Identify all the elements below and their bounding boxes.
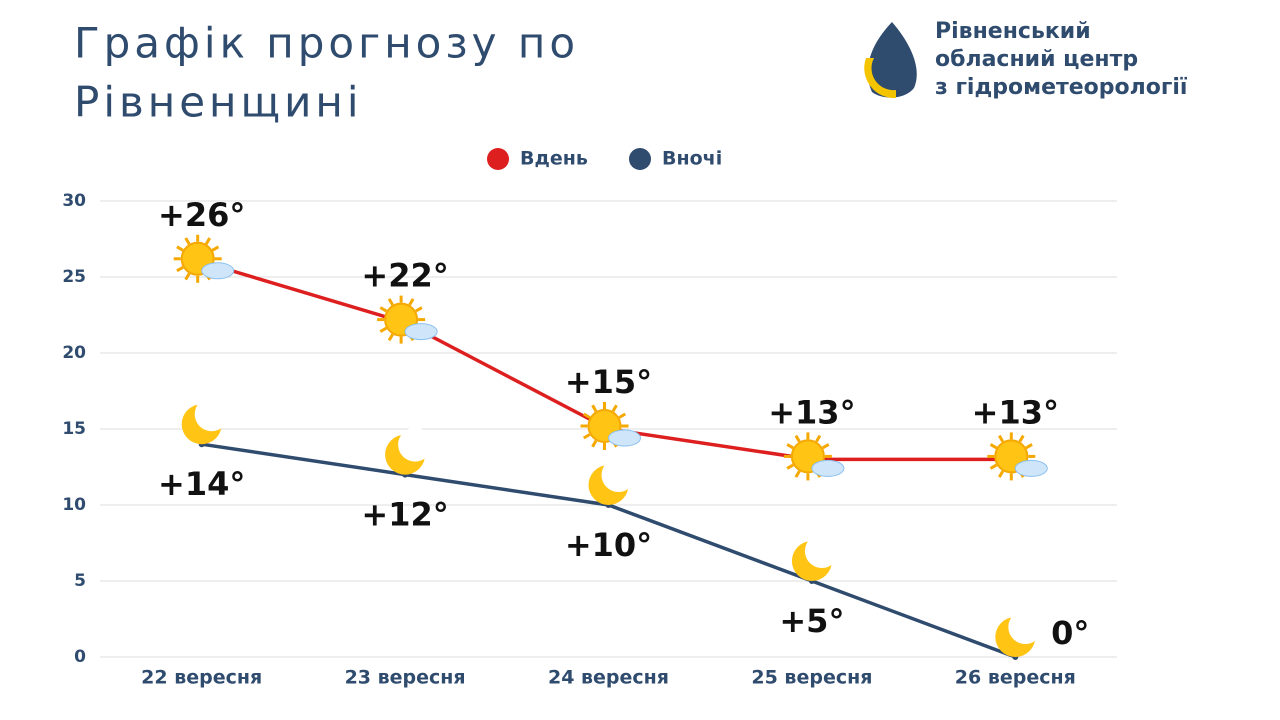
- moon-cut: [398, 427, 433, 462]
- sun-ray: [591, 439, 598, 448]
- sun-ray: [211, 245, 220, 252]
- value-label: +15°: [565, 363, 652, 401]
- weather-icon: [377, 295, 438, 344]
- value-label: +13°: [768, 393, 855, 431]
- sun-ray: [786, 463, 794, 470]
- sun-ray: [1018, 434, 1025, 443]
- value-label: +13°: [972, 393, 1059, 431]
- weather-icon: [987, 432, 1048, 481]
- x-tick-label: 25 вересня: [751, 667, 872, 689]
- logo-text: Рівненський: [935, 19, 1091, 44]
- moon-cut: [601, 458, 636, 492]
- y-tick-label: 10: [62, 495, 86, 515]
- value-label: +14°: [158, 465, 245, 503]
- y-tick-label: 0: [74, 647, 86, 667]
- sun-ray: [611, 404, 618, 413]
- weather-icon: [580, 402, 641, 450]
- x-tick-label: 22 вересня: [141, 667, 262, 689]
- y-tick-label: 20: [62, 343, 86, 363]
- sun-ray: [379, 306, 388, 313]
- sun-ray: [618, 412, 627, 419]
- sun-ray: [1025, 443, 1033, 450]
- chart-title: Рівненщині: [74, 78, 363, 127]
- legend-marker: [487, 148, 509, 170]
- value-label: 0°: [1051, 614, 1089, 652]
- value-label: +12°: [361, 496, 448, 534]
- sun-ray: [998, 434, 1005, 443]
- sun-ray: [794, 470, 801, 478]
- value-label: +10°: [565, 526, 652, 564]
- cloud: [404, 323, 438, 341]
- sun-ray: [176, 245, 184, 252]
- y-tick-label: 5: [74, 571, 86, 591]
- y-tick-label: 25: [62, 267, 86, 287]
- legend-marker: [629, 148, 651, 170]
- sun-ray: [821, 443, 830, 450]
- chart-title: Графік прогнозу по: [74, 19, 579, 68]
- sun-ray: [582, 412, 591, 419]
- value-label: +22°: [361, 257, 448, 295]
- legend-label: Вночі: [662, 148, 722, 170]
- x-tick-label: 26 вересня: [955, 667, 1076, 689]
- sun-ray: [387, 333, 394, 342]
- weather-icon: [173, 234, 235, 283]
- logo-text: обласний центр: [935, 47, 1138, 72]
- moon-cut: [804, 534, 839, 568]
- logo-text: з гідрометеорології: [935, 75, 1188, 100]
- weather-icon: [385, 427, 433, 475]
- sun-ray: [998, 470, 1005, 478]
- x-tick-label: 23 вересня: [345, 667, 466, 689]
- weather-icon: [791, 534, 839, 581]
- sun-ray: [204, 237, 211, 245]
- sun-ray: [786, 443, 794, 450]
- logo-icon: [864, 22, 917, 99]
- sun-ray: [184, 272, 191, 281]
- weather-icon: [783, 432, 845, 481]
- sun-ray: [408, 298, 415, 306]
- sun-ray: [591, 404, 598, 413]
- cloud: [201, 262, 235, 280]
- sun-ray: [989, 443, 998, 450]
- sun-ray: [379, 326, 388, 333]
- y-tick-label: 15: [62, 419, 86, 439]
- sun-ray: [176, 266, 184, 273]
- cloud: [1014, 459, 1048, 477]
- x-tick-label: 24 вересня: [548, 667, 669, 689]
- sun-ray: [989, 463, 998, 470]
- value-label: +26°: [158, 196, 245, 234]
- moon-cut: [194, 397, 229, 432]
- value-label: +5°: [779, 602, 844, 640]
- weather-icon: [995, 610, 1043, 657]
- sun-ray: [794, 434, 801, 443]
- sun-ray: [582, 433, 591, 440]
- moon-cut: [1008, 610, 1043, 644]
- sun-ray: [184, 237, 191, 245]
- cloud: [811, 459, 845, 477]
- cloud: [608, 429, 641, 447]
- sun-ray: [387, 298, 394, 306]
- y-tick-label: 30: [62, 191, 86, 211]
- sun-ray: [415, 306, 423, 313]
- legend-label: Вдень: [520, 148, 588, 170]
- weather-icon: [181, 397, 229, 445]
- sun-ray: [815, 434, 822, 443]
- weather-icon: [588, 458, 636, 505]
